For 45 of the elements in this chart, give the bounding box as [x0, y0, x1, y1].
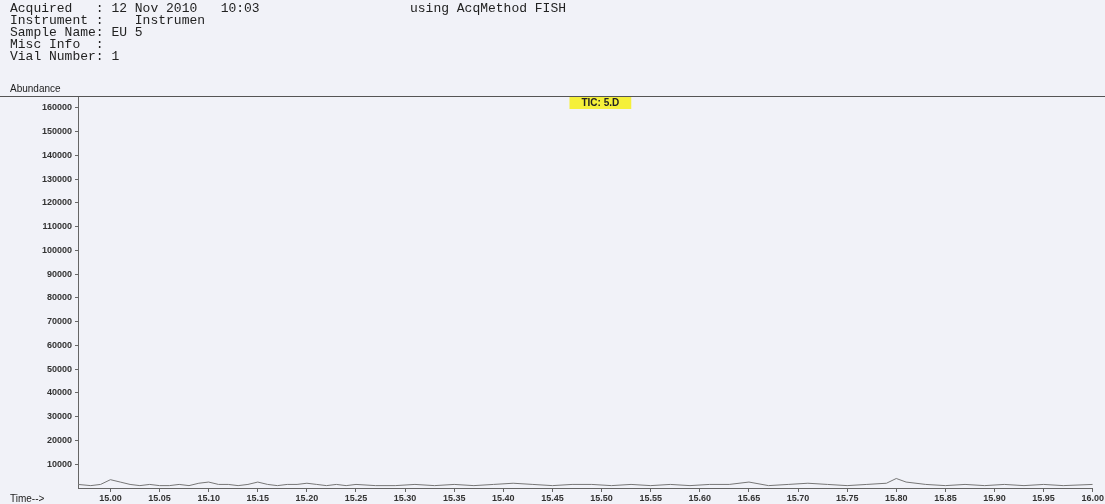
y-tick-label: 50000	[46, 363, 72, 374]
text: Acquired : 12 Nov 2010 10:03	[10, 1, 260, 16]
y-tick-label: 30000	[46, 411, 72, 422]
y-tick-label: 120000	[41, 197, 72, 208]
x-tick-label: 15.20	[295, 492, 319, 503]
y-tick-label: 60000	[46, 339, 72, 350]
text: Vial Number: 1	[10, 49, 120, 64]
text: Instrument : Instrumen	[10, 13, 206, 28]
text: using AcqMethod FISH	[410, 1, 567, 16]
y-tick-label: 90000	[46, 268, 72, 279]
x-tick-label: 15.75	[835, 492, 859, 503]
x-axis-title: Time-->	[10, 492, 45, 504]
x-tick-label: 15.00	[99, 492, 122, 503]
x-tick-label: 16.00	[1081, 492, 1104, 503]
y-tick-label: 160000	[41, 102, 72, 113]
y-tick-label: 80000	[46, 292, 72, 303]
y-tick-label: 140000	[41, 149, 72, 160]
x-tick-label: 15.70	[786, 492, 810, 503]
x-tick-label: 15.30	[393, 492, 417, 503]
text: Sample Name: EU 5	[10, 25, 143, 40]
y-tick-label: 70000	[46, 316, 72, 327]
x-tick-label: 15.10	[197, 492, 220, 503]
x-tick-label: 15.40	[492, 492, 515, 503]
y-tick-label: 20000	[46, 434, 72, 445]
x-tick-label: 15.60	[688, 492, 712, 503]
y-axis-title: Abundance	[10, 82, 62, 94]
chart-title: TIC: 5.D	[581, 96, 620, 108]
x-tick-label: 15.05	[148, 492, 171, 503]
x-tick-label: 15.55	[639, 492, 662, 503]
y-tick-label: 40000	[46, 387, 72, 398]
x-tick-label: 15.50	[590, 492, 613, 503]
x-tick-label: 15.65	[737, 492, 761, 503]
x-tick-label: 15.90	[983, 492, 1006, 503]
x-tick-label: 15.25	[344, 492, 368, 503]
x-tick-label: 15.95	[1032, 492, 1055, 503]
y-tick-label: 130000	[41, 173, 72, 184]
y-tick-label: 100000	[41, 244, 72, 255]
x-tick-label: 15.85	[934, 492, 957, 503]
y-tick-label: 10000	[46, 458, 72, 469]
y-tick-label: 150000	[41, 126, 72, 137]
x-tick-label: 15.15	[246, 492, 270, 503]
x-tick-label: 15.35	[442, 492, 466, 503]
x-tick-label: 15.80	[885, 492, 908, 503]
y-tick-label: 110000	[42, 221, 72, 232]
x-tick-label: 15.45	[541, 492, 564, 503]
